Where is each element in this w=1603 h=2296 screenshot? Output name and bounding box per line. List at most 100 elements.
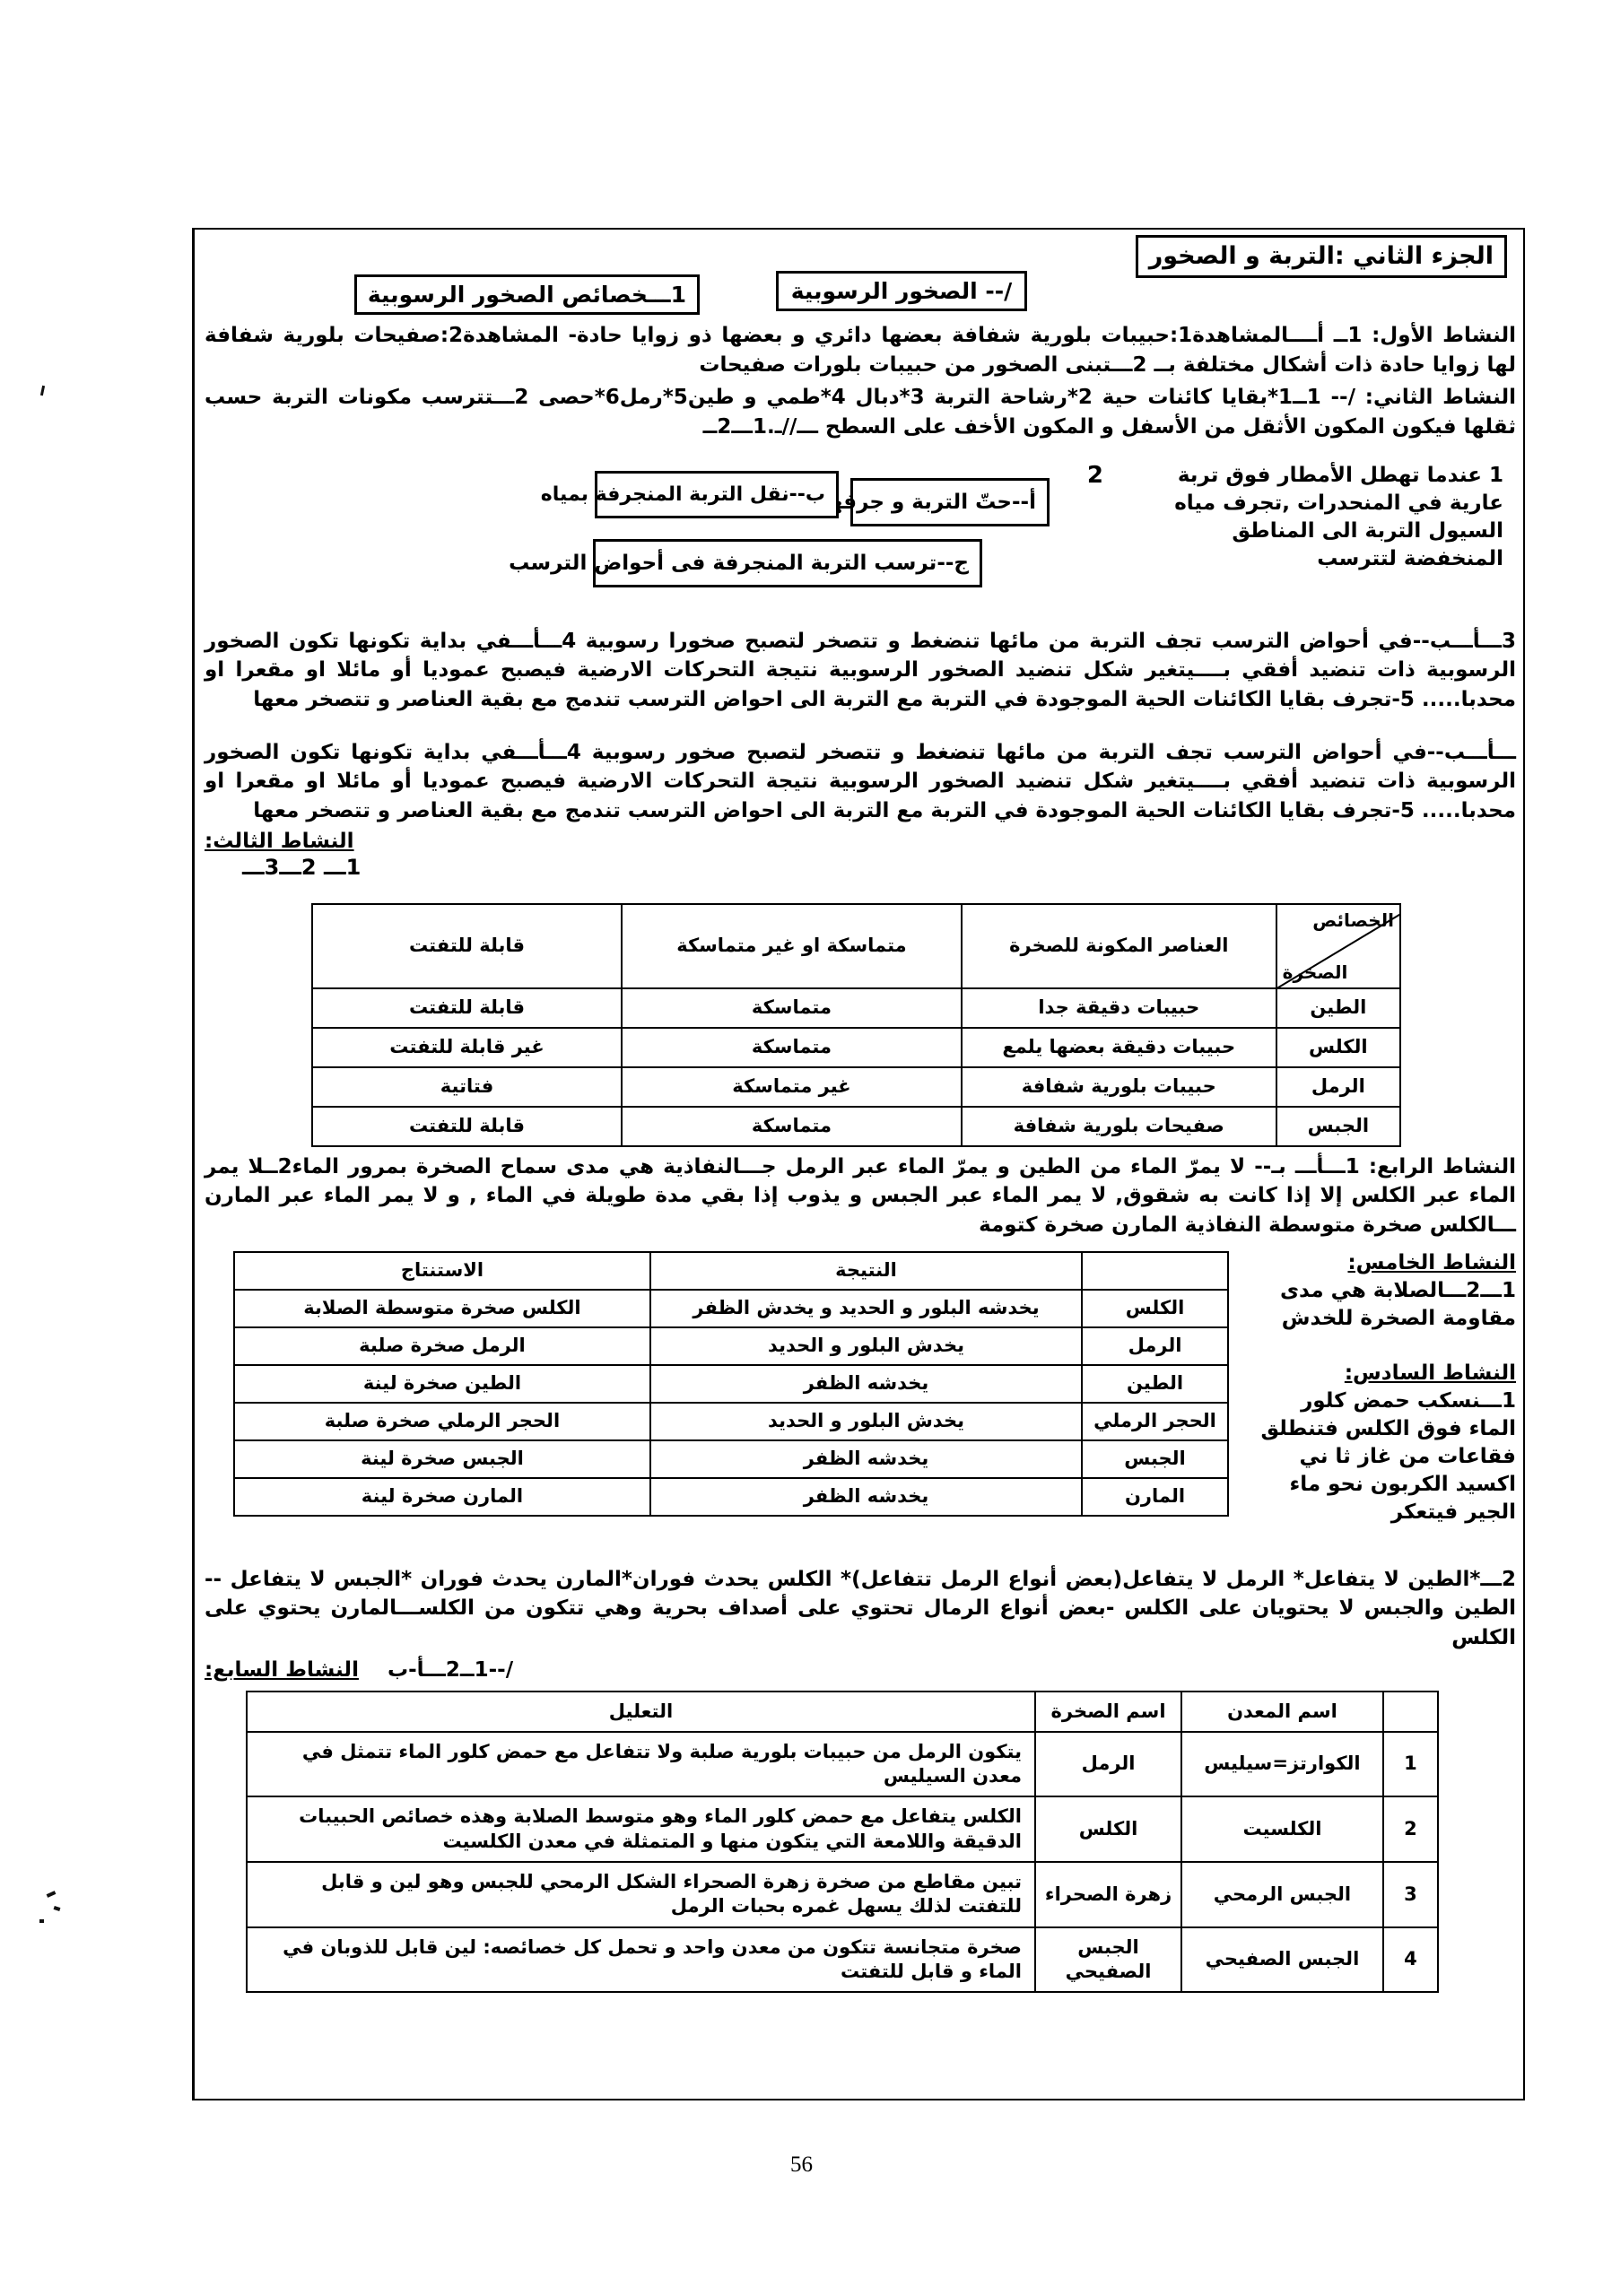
cell-conclusion: الكلس صخرة متوسطة الصلابة [233,1288,651,1328]
scan-artifact-speck [53,1906,61,1911]
table-row: الرمل حبيبات بلورية شفافة غير متماسكة فت… [311,1065,1402,1108]
header-elements: العناصر المكونة للصخرة [960,902,1277,989]
header-number [1381,1690,1440,1733]
cell-rock: الكلس [1033,1796,1183,1863]
cell-rock: الجبس الصفيحي [1033,1926,1183,1994]
cell-result: يخدش البلور و الحديد [649,1401,1084,1441]
cell-number: 4 [1381,1926,1440,1994]
erosion-step1-body: عندما تهطل الأمطار فوق تربة عارية في الم… [1174,463,1503,570]
activity7-numbering: /--1ــ2ـــأ-ب [387,1657,514,1682]
cell-mineral: الجبس الرمحي [1180,1860,1384,1928]
page-border-frame [192,228,1525,2100]
paragraph3: 3ـــأـــب--في أحواض الترسب تجف التربة من… [205,629,1516,711]
cell-rock: الطين [1275,987,1402,1029]
table-row: الكلس حبيبات دقيقة بعضها يلمع متماسكة غي… [311,1026,1402,1068]
table-row: الطين يخدشه الظفر الطين صخرة لينة [233,1363,1229,1404]
cell-result: يخدشه الظفر [649,1439,1084,1479]
table-row: 1 الكوارتز=سيليس الرمل يتكون الرمل من حب… [246,1730,1440,1798]
cell-number: 1 [1381,1730,1440,1798]
erosion-box-b: ب--نقل التربة المنجرفة بمياه [541,470,839,519]
scan-artifact-speck [39,385,46,396]
cell-rock: الرمل [1275,1065,1402,1108]
cell-rock: الرمل [1033,1730,1183,1798]
cell-friable: قابلة للتفتت [311,987,623,1029]
cell-rock: الكلس [1275,1026,1402,1068]
header-justification: التعليل [246,1690,1036,1733]
page-number: 56 [790,2152,813,2177]
minerals-table: اسم المعدن اسم الصخرة التعليل 1 الكوارتز… [246,1690,1440,1994]
cell-cohesion: متماسكة [621,1026,963,1068]
table-row: الرمل يخدش البلور و الحديد الرمل صخرة صل… [233,1326,1229,1366]
table-row: الجبس صفيحات بلورية شفافة متماسكة قابلة … [311,1105,1402,1147]
erosion-step1-text: 1 عندما تهطل الأمطار فوق تربة عارية في ا… [1127,462,1503,573]
cell-conclusion: المارن صخرة لينة [233,1476,651,1517]
paragraph3-repeat: ـــأـــب--في أحواض الترسب تجف التربة من … [205,740,1516,822]
table-header-row: اسم المعدن اسم الصخرة التعليل [246,1690,1440,1733]
table-row: الطين حبيبات دقيقة جدا متماسكة قابلة للت… [311,987,1402,1029]
erosion-diagram: 1 عندما تهطل الأمطار فوق تربة عارية في ا… [205,458,1516,627]
table-row: 3 الجبس الرمحي زهرة الصحراء تبين مقاطع م… [246,1860,1440,1928]
cell-elements: حبيبات دقيقة بعضها يلمع [960,1026,1277,1068]
activity3-numbering: 1ـــ 2ـــ3ـــ [242,854,362,880]
rock-characteristics-table: الخصائص الصخرة العناصر المكونة للصخرة مت… [311,902,1402,1147]
document-content: الجزء الثاني :التربة و الصخور /-- الصخور… [205,235,1517,1994]
cell-cohesion: متماسكة [621,1105,963,1147]
activity7-label: النشاط السابع: [205,1657,359,1682]
cell-justification: الكلس يتفاعل مع حمض كلور الماء وهو متوسط… [246,1796,1036,1863]
cell-justification: صخرة متجانسة تتكون من معدن واحد و تحمل ك… [246,1926,1036,1994]
header-rock [1081,1250,1229,1291]
title-row: الجزء الثاني :التربة و الصخور /-- الصخور… [205,235,1516,321]
activity7-heading: /--1ــ2ـــأ-ب النشاط السابع: [205,1658,1516,1682]
cell-rock: الحجر الرملي [1081,1401,1229,1441]
activity3-label: النشاط الثالث: [205,829,354,853]
cell-result: يخدشه الظفر [649,1476,1084,1517]
corner-header-top: الخصائص [1312,909,1394,931]
cell-rock: زهرة الصحراء [1033,1860,1183,1928]
subsection-title-box: 1ـــخصائص الصخور الرسوبية [353,274,700,316]
cell-justification: يتكون الرمل من حبيبات بلورية صلبة ولا تت… [246,1730,1036,1798]
corner-header-bottom: الصخرة [1282,961,1348,983]
activity4-paragraph: النشاط الرابع: 1ـــأـــ بـ-- لا يمرّ الم… [205,1154,1516,1237]
activity1-paragraph: النشاط الأول: 1ــ أــــالمشاهدة1:حبيبات … [205,324,1517,377]
cell-mineral: الكلسيت [1180,1796,1384,1863]
table-header-row: النتيجة الاستنتاج [233,1250,1229,1291]
erosion-box-a: أ--حتّ التربة و جرفها [822,477,1050,527]
activity3-heading: النشاط الثالث: [205,830,1516,853]
table-row: الحجر الرملي يخدش البلور و الحديد الحجر … [233,1401,1229,1441]
scan-artifact-speck [46,1891,57,1898]
header-cohesion: متماسكة او غير متماسكة [621,902,963,989]
activity6-label: النشاط السادس: [1344,1361,1516,1385]
table-row: 4 الجبس الصفيحي الجبس الصفيحي صخرة متجان… [246,1926,1440,1994]
hardness-zone: النشاط الخامس: 1ـــ2ـــالصلابة هي مدى مق… [205,1249,1516,1565]
cell-rock: الكلس [1081,1288,1229,1328]
cell-result: يخدش البلور و الحديد [649,1326,1084,1366]
erosion-box-c: ج--ترسب التربة المنجرفة فى أحواض الترسب [509,538,982,588]
activity6-text1: 1ـــنسكب حمض كلور الماء فوق الكلس فتنطلق… [1260,1388,1516,1524]
part-title-box: الجزء الثاني :التربة و الصخور [1135,235,1507,278]
cell-elements: حبيبات بلورية شفافة [960,1065,1277,1108]
cell-rock: الجبس [1275,1105,1402,1147]
activity6-paragraph2: 2ـــ*الطين لا يتفاعل* الرمل لا يتفاعل(بع… [205,1567,1516,1649]
table-row: الكلس يخدشه البلور و الحديد و يخدش الظفر… [233,1288,1229,1328]
erosion-step2-number: 2 [1086,461,1103,489]
cell-rock: المارن [1081,1476,1229,1517]
header-conclusion: الاستنتاج [233,1250,651,1291]
cell-rock: الرمل [1081,1326,1229,1366]
cell-result: يخدشه البلور و الحديد و يخدش الظفر [649,1288,1084,1328]
cell-number: 2 [1381,1796,1440,1863]
header-rock: اسم الصخرة [1033,1690,1183,1733]
table-row: الجبس يخدشه الظفر الجبس صخرة لينة [233,1439,1229,1479]
activity2-paragraph: النشاط الثاني: /-- 1ــ1*بقايا كائنات حية… [205,386,1516,439]
cell-justification: تبين مقاطع من صخرة زهرة الصحراء الشكل ال… [246,1860,1036,1928]
cell-friable: قابلة للتفتت [311,1105,623,1147]
activity5-text: 1ـــ2ـــالصلابة هي مدى مقاومة الصخرة للخ… [1279,1278,1516,1330]
header-friable: قابلة للتفتت [311,902,623,989]
cell-rock: الجبس [1081,1439,1229,1479]
cell-result: يخدشه الظفر [649,1363,1084,1404]
cell-cohesion: غير متماسكة [621,1065,963,1108]
cell-cohesion: متماسكة [621,987,963,1029]
hardness-test-table: النتيجة الاستنتاج الكلس يخدشه البلور و ا… [233,1250,1229,1517]
table-row: 2 الكلسيت الكلس الكلس يتفاعل مع حمض كلور… [246,1796,1440,1863]
section-title-box: /-- الصخور الرسوبية [776,271,1027,312]
cell-conclusion: الرمل صخرة صلبة [233,1326,651,1366]
